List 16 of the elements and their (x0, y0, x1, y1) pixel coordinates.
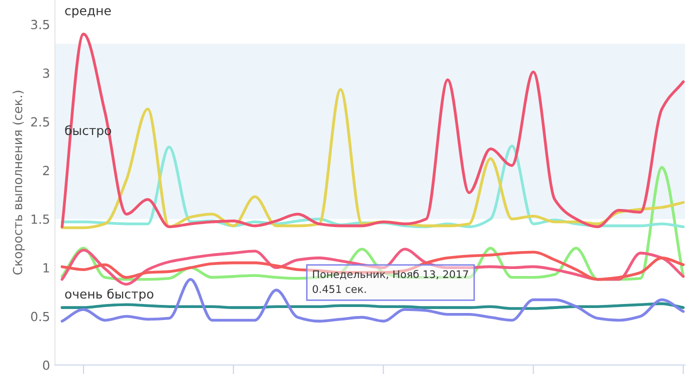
annotation: очень быстро (65, 288, 154, 302)
y-tick-label: 0 (43, 360, 50, 370)
line-series (60, 250, 685, 281)
y-tick-label: 3.5 (31, 20, 50, 30)
line-series (60, 88, 685, 230)
annotation: средне (65, 8, 111, 18)
y-axis-title: Скорость выполнения (сек.) (12, 90, 25, 275)
line-series (60, 248, 685, 286)
annotation: Понедельник, Нояб 13, 2017 0.451 сек. (312, 270, 468, 293)
y-tick-label: 1 (44, 263, 49, 272)
y-tick-label: 3 (43, 68, 50, 78)
y-tick-label: 0.5 (31, 312, 50, 322)
y-tick-label: 1.5 (32, 214, 50, 224)
line-series (60, 278, 685, 323)
y-tick-label: 2 (43, 166, 49, 176)
y-tick-label: 2.5 (31, 117, 50, 127)
